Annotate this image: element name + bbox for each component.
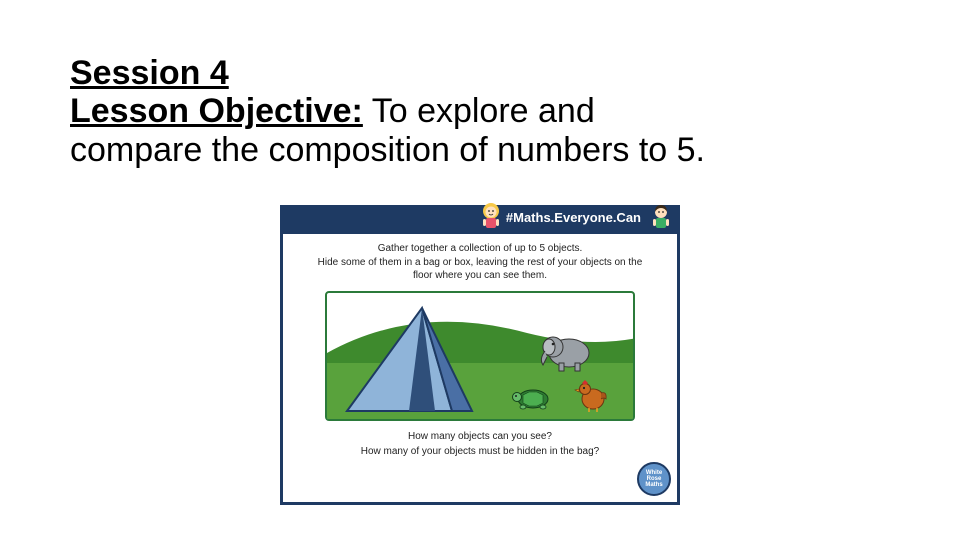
badge-line-3: Maths (645, 482, 662, 488)
session-title: Session 4 (70, 55, 900, 92)
embedded-slide: #Maths.Everyone.Can Gather together a co… (280, 205, 680, 505)
lesson-heading: Session 4 Lesson Objective: To explore a… (70, 55, 900, 171)
objective-text-2: compare the composition of numbers to 5. (70, 131, 900, 170)
objective-label: Lesson Objective: (70, 92, 363, 130)
mascot-girl-icon (478, 200, 504, 230)
slide-header: #Maths.Everyone.Can (283, 208, 677, 234)
objective-line1: Lesson Objective: To explore and (70, 92, 900, 131)
slide-questions: How many objects can you see? How many o… (283, 427, 677, 461)
mascot-boy-icon (649, 202, 673, 230)
instruction-line-2: Hide some of them in a bag or box, leavi… (297, 256, 663, 270)
question-1: How many objects can you see? (293, 429, 667, 444)
slide-hashtag: #Maths.Everyone.Can (506, 210, 641, 225)
question-2: How many of your objects must be hidden … (293, 444, 667, 459)
instruction-line-1: Gather together a collection of up to 5 … (297, 242, 663, 256)
white-rose-badge: White Rose Maths (637, 462, 671, 496)
slide-instructions: Gather together a collection of up to 5 … (283, 234, 677, 287)
objective-text-1: To explore and (363, 92, 595, 130)
badge-line-1: White (645, 470, 662, 476)
scene-illustration (325, 291, 635, 421)
instruction-line-3: floor where you can see them. (297, 269, 663, 283)
